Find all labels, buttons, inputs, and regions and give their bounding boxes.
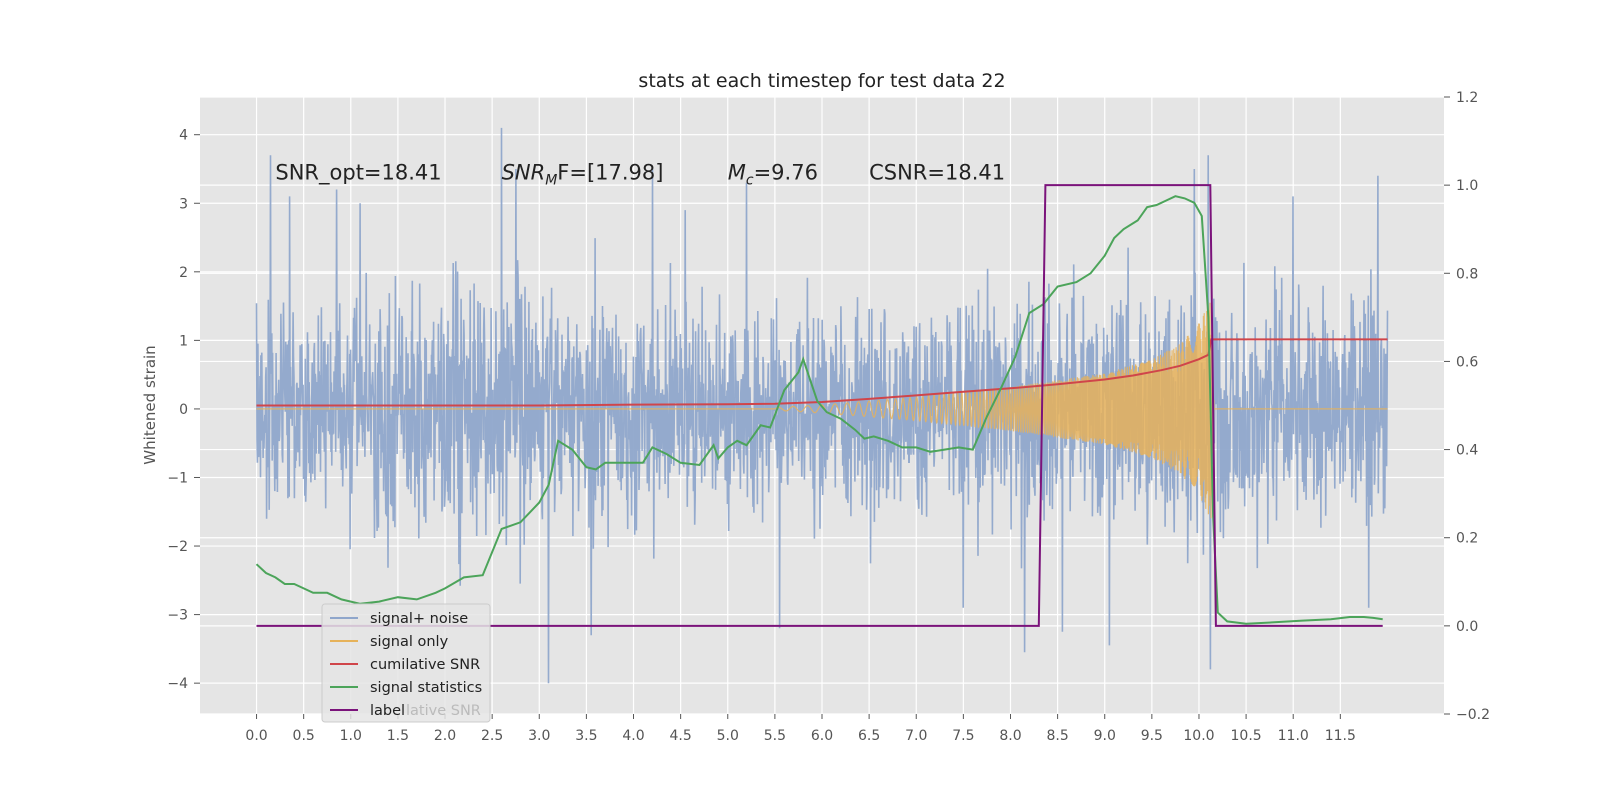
y2-tick-label-6: 0.0	[1456, 619, 1478, 635]
x-tick-label-22: 11.0	[1278, 728, 1309, 744]
y-tick-label-6: −2	[167, 539, 188, 555]
x-tick-label-14: 7.0	[905, 728, 927, 744]
legend-entry-1: signal only	[370, 634, 449, 650]
annotation-0: SNR_opt=18.41	[275, 160, 441, 185]
y2-tick-label-3: 0.6	[1456, 354, 1478, 370]
x-tick-label-19: 9.5	[1141, 728, 1163, 744]
x-tick-label-10: 5.0	[717, 728, 739, 744]
x-tick-label-3: 1.5	[387, 728, 409, 744]
x-tick-label-16: 8.0	[999, 728, 1021, 744]
x-tick-label-15: 7.5	[952, 728, 974, 744]
x-tick-label-17: 8.5	[1046, 728, 1068, 744]
y-axis-label: Whitened strain	[141, 345, 159, 464]
x-tick-label-23: 11.5	[1325, 728, 1356, 744]
x-tick-label-2: 1.0	[340, 728, 362, 744]
legend-entry-0: signal+ noise	[370, 611, 468, 627]
x-tick-label-21: 10.5	[1231, 728, 1262, 744]
y-tick-label-8: −4	[167, 676, 188, 692]
y-tick-label-3: 1	[179, 333, 188, 349]
series-lines	[255, 184, 1388, 627]
x-tick-label-4: 2.0	[434, 728, 456, 744]
series-line-signal-statistics	[255, 195, 1383, 625]
y-tick-label-0: 4	[179, 128, 188, 144]
y2-tick-label-0: 1.2	[1456, 90, 1478, 106]
legend-entry-2: cumilative SNR	[370, 657, 480, 673]
series-signal-only	[256, 302, 1388, 519]
x-tick-label-12: 6.0	[811, 728, 833, 744]
x-tick-label-20: 10.0	[1183, 728, 1214, 744]
x-tick-label-8: 4.0	[622, 728, 644, 744]
y-tick-label-1: 3	[179, 196, 188, 212]
x-tick-label-7: 3.5	[575, 728, 597, 744]
axes: 0.0 0.5 1.0 1.5 2.0 2.5 3.0 3.5 4.0 4.5 5.0 5.5 6.0 6…	[167, 90, 1490, 744]
y2-tick-label-4: 0.4	[1456, 443, 1478, 459]
y2-tick-label-2: 0.8	[1456, 266, 1478, 282]
chart-title: stats at each timestep for test data 22	[638, 70, 1005, 92]
y-tick-label-7: −3	[167, 608, 188, 624]
y-tick-label-2: 2	[179, 265, 188, 281]
annotation-1: SNRMF=[17.98]	[502, 160, 664, 188]
x-tick-label-11: 5.5	[764, 728, 786, 744]
x-tick-label-0: 0.0	[245, 728, 267, 744]
y-tick-label-4: 0	[179, 402, 188, 418]
y2-tick-label-5: 0.2	[1456, 531, 1478, 547]
x-tick-label-9: 4.5	[670, 728, 692, 744]
legend-box	[321, 603, 491, 723]
signal-only-line	[256, 302, 1388, 519]
x-tick-label-5: 2.5	[481, 728, 503, 744]
x-tick-label-1: 0.5	[293, 728, 315, 744]
annotations: SNR_opt=18.41 SNRMF=[17.98] Mc=9.76 CSNR=18…	[275, 160, 1005, 188]
annotation-2: Mc=9.76	[728, 160, 818, 188]
y2-tick-label-7: −0.2	[1456, 707, 1490, 723]
legend-ghost-text: lative SNR	[406, 703, 481, 719]
legend-entry-4: label	[370, 703, 405, 719]
x-tick-label-18: 9.0	[1094, 728, 1116, 744]
series-line-label	[256, 184, 1383, 627]
y-tick-label-5: −1	[167, 470, 188, 486]
x-tick-label-13: 6.5	[858, 728, 880, 744]
legend-entry-3: signal statistics	[370, 680, 482, 696]
x-tick-label-6: 3.0	[528, 728, 550, 744]
y2-tick-label-1: 1.0	[1456, 178, 1478, 194]
annotation-3: CSNR=18.41	[869, 160, 1005, 184]
legend: signal+ noise signal only cumilative SNR si…	[321, 603, 491, 723]
